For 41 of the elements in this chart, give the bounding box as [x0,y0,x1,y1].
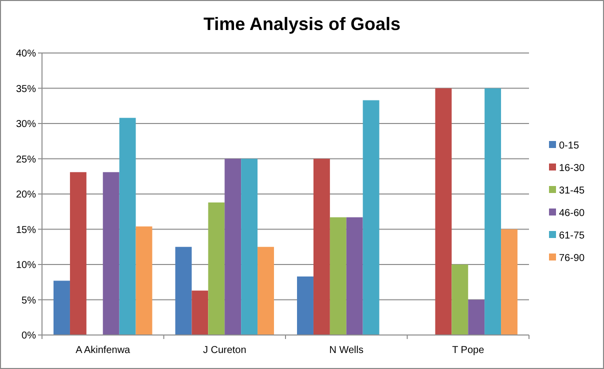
x-tick-label: N Wells [329,345,364,356]
x-tick-label: J Cureton [202,345,246,356]
bar [501,229,518,335]
bar [208,202,225,335]
y-tick-label: 20% [16,190,36,200]
legend-label: 61-75 [559,230,586,242]
y-tick-label: 5% [22,295,36,306]
y-tick-label: 10% [16,260,36,271]
bar [136,226,152,335]
bar [362,100,380,335]
bar [330,217,346,335]
bar [54,280,70,335]
bar [435,88,452,335]
bar [224,158,242,335]
y-tick-label: 0% [22,330,36,342]
y-tick-label: 30% [16,119,36,130]
bar [313,158,330,335]
legend-label: 76-90 [559,253,586,264]
legend-label: 46-60 [559,208,586,219]
bar [468,300,485,335]
legend-label: 16-30 [559,163,586,174]
bar [102,172,120,335]
bar [119,118,136,335]
bar [297,276,314,335]
chart-title: Time Analysis of Goals [203,14,401,34]
bar [241,158,258,335]
bar [258,246,274,335]
legend-label: 0-15 [559,140,580,152]
x-tick-label: A Akinfenwa [76,345,131,356]
bar [70,172,86,335]
bar [346,217,363,335]
bar [484,88,502,335]
legend-label: 31-45 [559,186,586,196]
bar [192,290,208,335]
bar [452,264,468,335]
y-tick-label: 15% [16,224,36,236]
x-tick-label: T Pope [452,345,485,356]
bar [175,246,192,335]
y-tick-label: 35% [16,84,36,95]
y-tick-label: 25% [16,154,36,166]
y-tick-label: 40% [16,48,36,60]
